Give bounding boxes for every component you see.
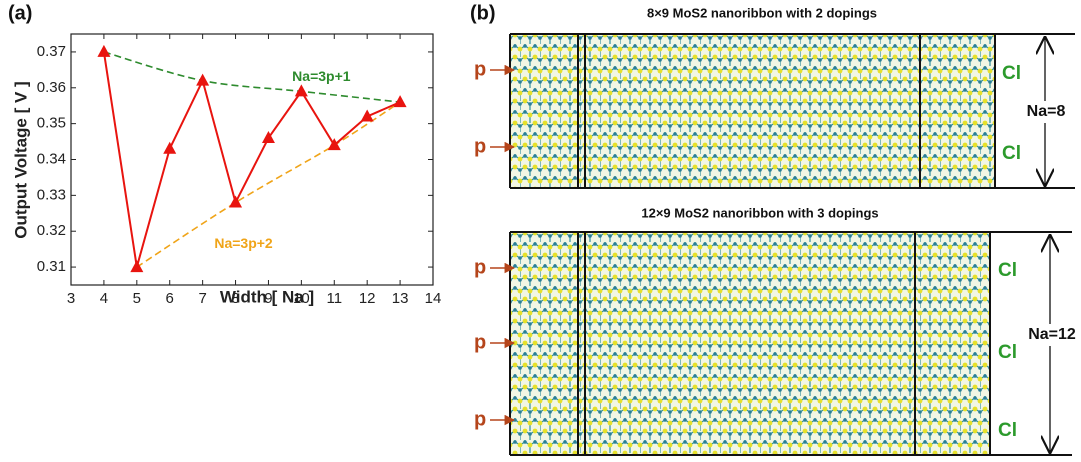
series-annotation: Na=3p+1 (292, 68, 351, 84)
ribbon-frame (509, 33, 1075, 189)
data-line (102, 51, 401, 268)
label-bg (1024, 324, 1078, 346)
x-tick-label: 7 (198, 290, 206, 307)
p-label: p (474, 135, 486, 157)
x-tick-label: 3 (67, 290, 75, 307)
label-bg (1022, 101, 1070, 123)
ribbon-title: 8×9 MoS2 nanoribbon with 2 dopings (647, 5, 877, 20)
p-label: p (474, 58, 486, 80)
cl-label: Cl (1002, 63, 1021, 84)
y-tick-label: 0.37 (37, 43, 66, 60)
width-label: Na=8 (1027, 103, 1066, 120)
marker (97, 44, 111, 57)
marker (393, 95, 407, 108)
x-tick-label: 13 (392, 290, 409, 307)
marker (294, 84, 308, 97)
trend-line (136, 101, 401, 268)
series-annotation: Na=3p+2 (214, 235, 273, 251)
cl-label: Cl (1002, 143, 1021, 164)
y-tick-label: 0.33 (37, 186, 66, 203)
x-tick-label: 6 (166, 290, 174, 307)
x-tick-label: 8 (231, 290, 239, 307)
x-tick-label: 12 (359, 290, 376, 307)
ribbon-title: 12×9 MoS2 nanoribbon with 3 dopings (641, 205, 878, 220)
marker (196, 73, 210, 86)
marker (261, 130, 275, 143)
trend-line (103, 51, 401, 103)
cl-label: Cl (998, 342, 1017, 363)
p-label: p (474, 408, 486, 430)
y-tick-label: 0.32 (37, 222, 66, 239)
x-tick-label: 11 (326, 290, 342, 307)
panel-label: (b) (470, 2, 496, 24)
p-label: p (474, 331, 486, 353)
x-tick-label: 14 (425, 290, 442, 307)
lattice (510, 232, 990, 455)
x-tick-label: 4 (100, 290, 108, 307)
y-axis-label: Output Voltage [ V ] (11, 81, 30, 238)
marker (327, 138, 341, 151)
marker (229, 195, 243, 208)
marker (130, 260, 144, 273)
x-tick-label: 9 (264, 290, 272, 307)
panel-label: (a) (8, 2, 32, 24)
y-tick-label: 0.35 (37, 115, 66, 132)
cl-label: Cl (998, 260, 1017, 281)
p-label: p (474, 256, 486, 278)
x-tick-label: 5 (133, 290, 141, 307)
marker (360, 109, 374, 122)
y-tick-label: 0.31 (37, 258, 66, 275)
ribbon: 8×9 MoS2 nanoribbon with 2 dopings Na=8 … (474, 5, 1075, 189)
x-tick-label: 10 (293, 290, 310, 307)
plot: 3 4 5 6 7 8 9 10 11 12 13 14 0.31 0.32 0.33 0.34 0.35 0.3… (37, 33, 442, 307)
y-tick-label: 0.34 (37, 150, 66, 167)
y-tick-label: 0.36 (37, 79, 66, 96)
ribbon: 12×9 MoS2 nanoribbon with 3 dopings Na=1… (474, 205, 1078, 456)
x-axis-label: Width [ Na ] (220, 287, 314, 306)
marker (163, 141, 177, 154)
cl-label: Cl (998, 420, 1017, 441)
lattice (510, 34, 995, 188)
width-label: Na=12 (1028, 326, 1076, 343)
